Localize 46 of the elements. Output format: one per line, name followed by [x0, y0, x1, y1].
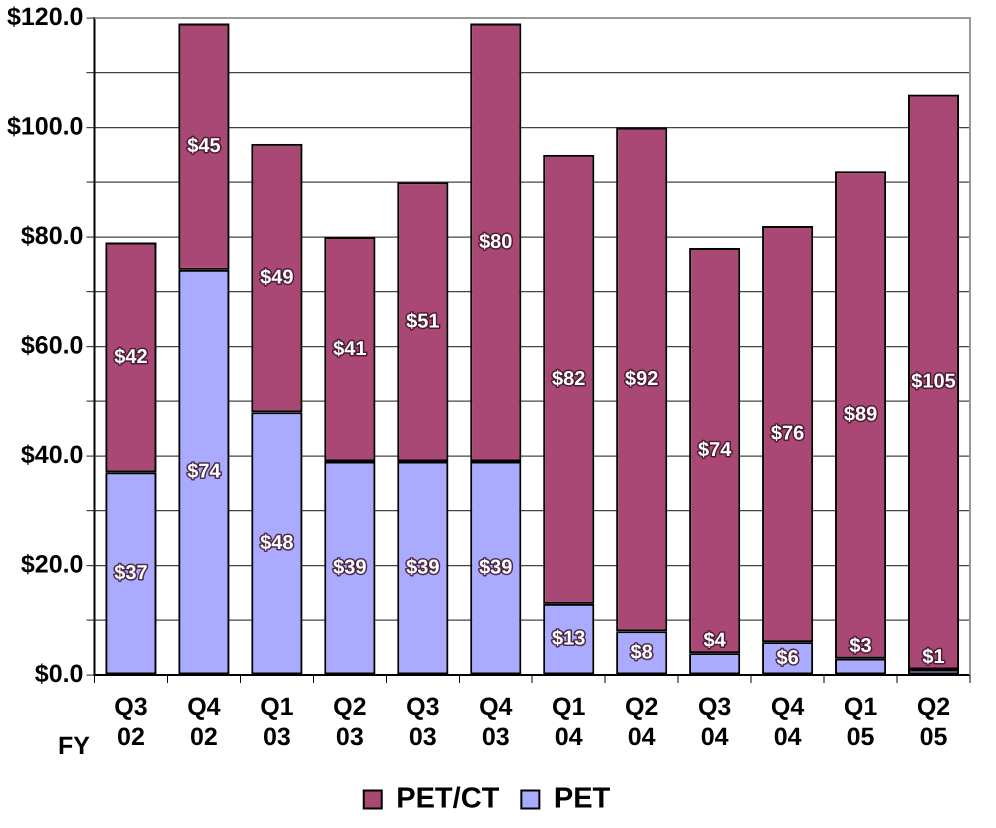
y-tick-label: $0.0 [34, 660, 84, 688]
x-tick-label: Q3 02 [114, 692, 148, 751]
x-tick-label: Q3 04 [698, 692, 732, 751]
data-label: $39 [406, 556, 440, 578]
y-tick-label: $80.0 [20, 222, 84, 250]
data-label: $8 [630, 641, 653, 664]
y-tick-label: $120.0 [6, 2, 84, 31]
y-tick-label: $60.0 [20, 331, 84, 360]
x-tick-label: Q1 03 [260, 692, 294, 751]
data-label: $6 [776, 646, 799, 669]
data-label: $37 [114, 562, 148, 584]
data-label: $89 [844, 403, 878, 426]
data-label: $1 [922, 646, 945, 668]
data-label: $39 [333, 556, 367, 578]
data-label: $51 [406, 310, 440, 332]
x-tick-label: Q4 02 [187, 692, 221, 751]
legend-label: PET/CT [396, 782, 500, 814]
y-tick-label: $100.0 [6, 112, 84, 140]
data-label: $80 [479, 230, 512, 253]
data-label: $13 [552, 628, 586, 650]
x-tick-label: Q4 04 [770, 692, 804, 751]
data-label: $42 [114, 346, 148, 368]
x-tick-label: Q4 03 [479, 692, 513, 751]
x-tick-label: Q3 03 [406, 692, 440, 751]
x-tick-label: Q2 03 [333, 692, 367, 751]
data-label: $49 [260, 266, 294, 289]
legend-label: PET [554, 782, 611, 814]
data-label: $76 [770, 422, 804, 445]
data-label: $105 [911, 370, 956, 393]
x-tick-label: Q2 04 [624, 692, 658, 751]
data-label: $39 [479, 556, 512, 578]
x-tick-label: Q1 05 [844, 692, 878, 751]
y-tick-label: $40.0 [20, 440, 84, 469]
data-label: $74 [187, 460, 222, 483]
x-axis-title: FY [58, 732, 90, 760]
data-label: $48 [260, 532, 294, 554]
x-tick-label: Q2 05 [916, 692, 950, 751]
data-label: $4 [704, 630, 727, 652]
data-label: $74 [698, 439, 732, 462]
data-label: $3 [849, 635, 872, 658]
x-tick-label: Q1 04 [552, 692, 586, 751]
y-tick-label: $20.0 [20, 550, 84, 578]
data-label: $92 [624, 368, 658, 390]
data-label: $45 [187, 135, 221, 158]
data-label: $41 [333, 338, 367, 360]
data-label: $82 [552, 368, 586, 390]
